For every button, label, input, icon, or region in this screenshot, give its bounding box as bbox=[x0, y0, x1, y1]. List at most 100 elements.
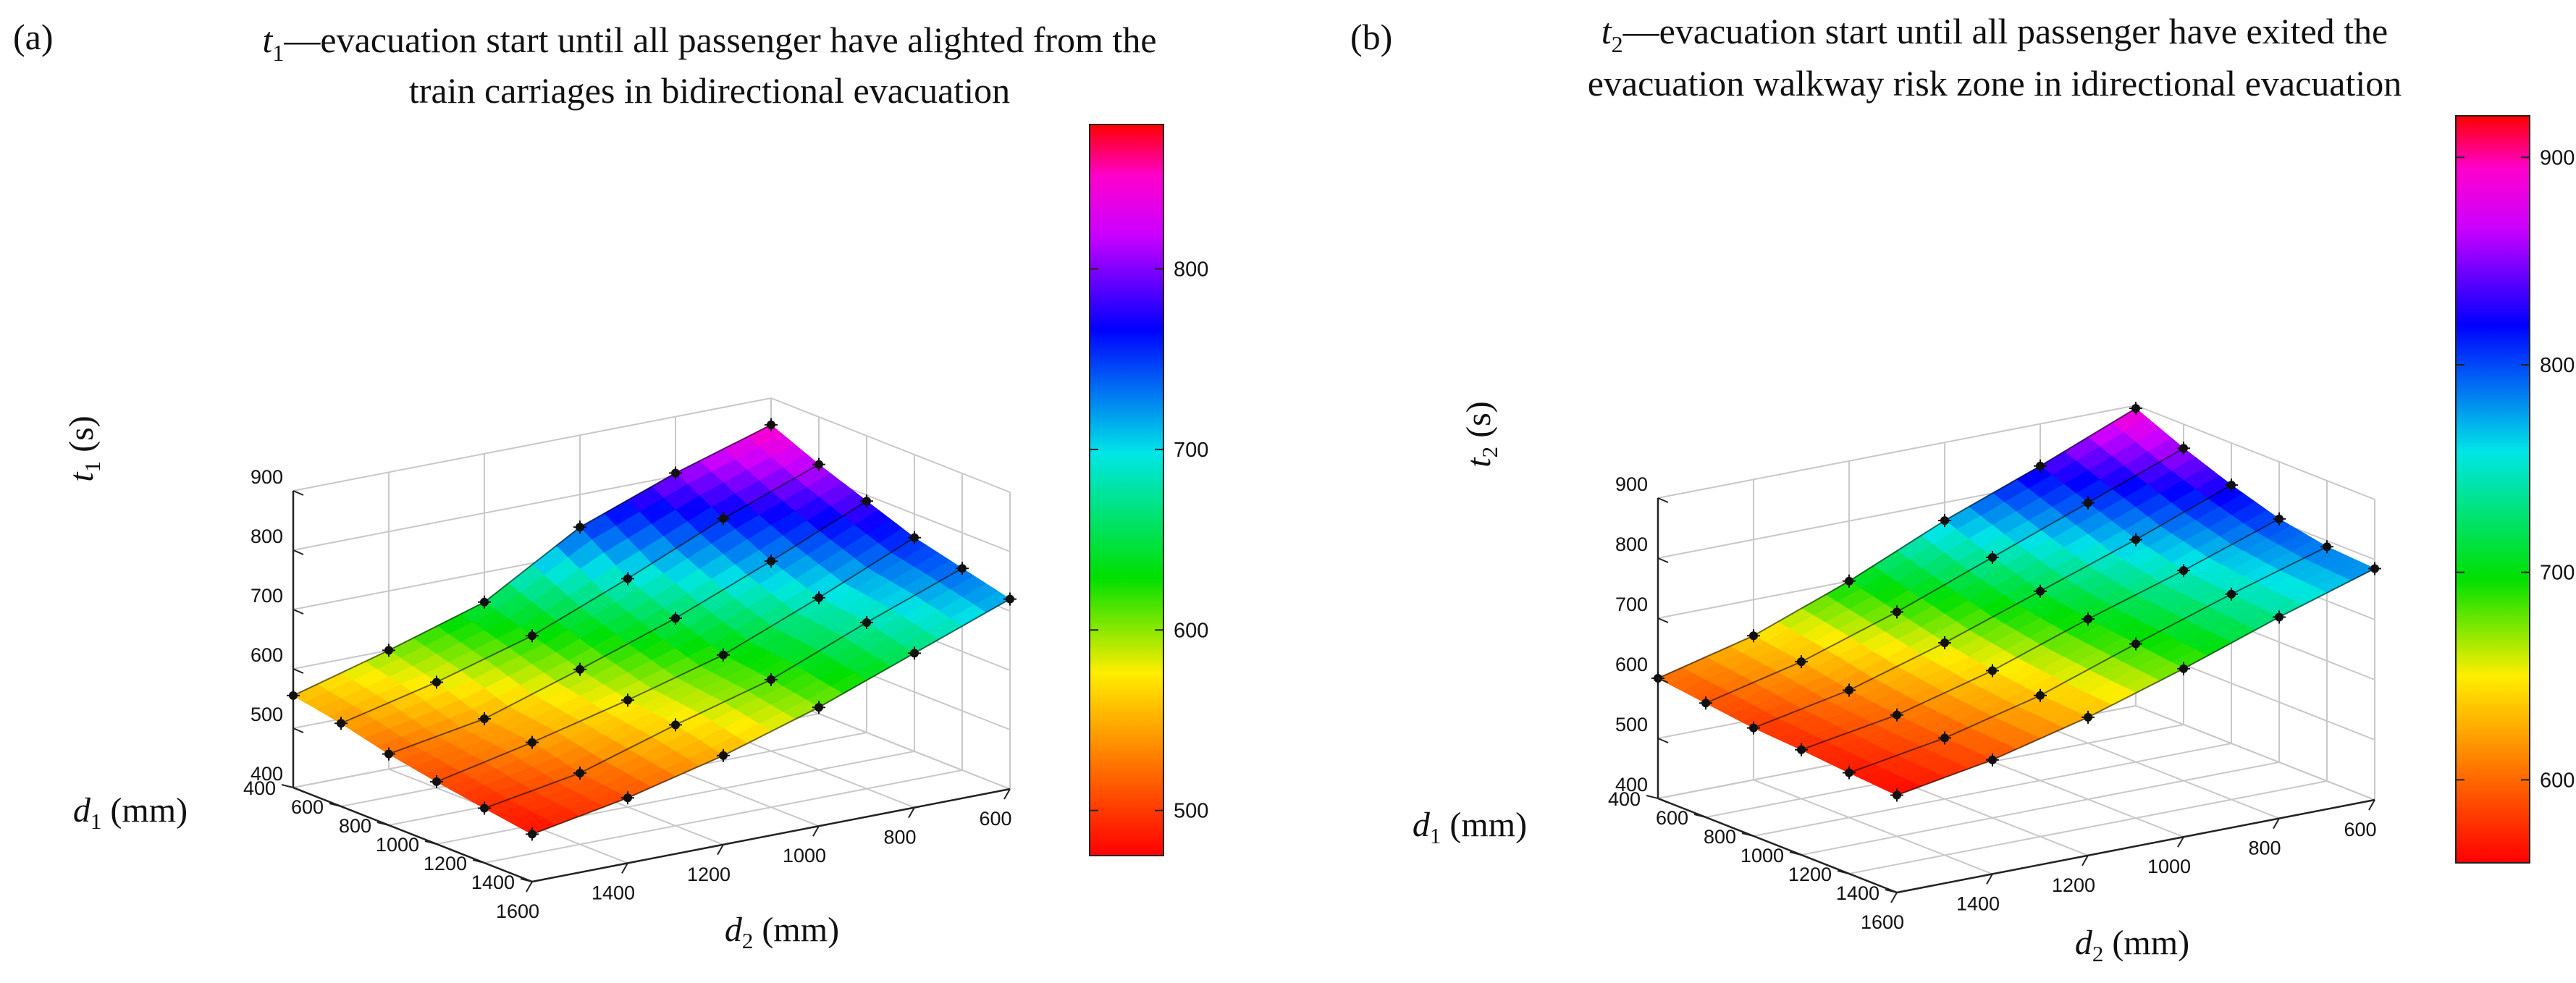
z-tick-label: 600 bbox=[1615, 654, 1648, 675]
y-tick-mark bbox=[424, 840, 437, 845]
wall-grid-line bbox=[2135, 405, 2375, 500]
data-point-star bbox=[621, 791, 634, 805]
data-point-star bbox=[669, 718, 682, 732]
data-point-star bbox=[717, 512, 730, 526]
y-tick-label: 400 bbox=[243, 777, 276, 799]
axis-ticks: 4005006007008009006008001000120014001600… bbox=[1608, 473, 2377, 933]
panel-label: (b) bbox=[1350, 17, 1392, 57]
floor-grid-line bbox=[1848, 780, 2328, 874]
x-tick-mark bbox=[1890, 892, 1898, 903]
data-point-star bbox=[669, 466, 682, 480]
chart-title-line1: t1—evacuation start until all passenger … bbox=[262, 20, 1156, 66]
data-point-star bbox=[430, 775, 443, 788]
data-point-star bbox=[621, 572, 634, 586]
y-tick-mark bbox=[520, 878, 533, 882]
series-line bbox=[531, 598, 1011, 835]
title-sub: 1 bbox=[272, 40, 284, 66]
floor-grid-line bbox=[1753, 743, 2232, 837]
data-point-star bbox=[860, 494, 873, 508]
y-tick-mark bbox=[1693, 814, 1706, 818]
y-tick-mark bbox=[1789, 851, 1802, 856]
x-tick-label: 1600 bbox=[1861, 911, 1904, 933]
y-tick-label: 800 bbox=[1704, 826, 1736, 848]
y-axis-label: d1 (mm) bbox=[1413, 806, 1527, 848]
data-point-star bbox=[2273, 512, 2286, 526]
data-point-star bbox=[908, 646, 921, 660]
data-markers bbox=[287, 418, 1016, 841]
data-point-star bbox=[1938, 514, 1951, 528]
y-tick-mark bbox=[1646, 795, 1659, 799]
series-line bbox=[484, 568, 963, 809]
series-line bbox=[1801, 518, 2280, 751]
series-line bbox=[340, 463, 820, 725]
z-tick-mark bbox=[292, 490, 304, 496]
data-point-star bbox=[1843, 683, 1856, 697]
data-point-star bbox=[1795, 743, 1808, 756]
data-point-star bbox=[478, 595, 491, 609]
x-axis-label: d2 (mm) bbox=[2075, 924, 2189, 966]
x-tick-mark bbox=[621, 862, 628, 874]
title-var: t bbox=[262, 20, 273, 60]
title-text: —evacuation start until all passenger ha… bbox=[1622, 11, 2388, 51]
data-point-star bbox=[1890, 708, 1903, 722]
data-point-star bbox=[812, 701, 825, 714]
z-tick-label: 600 bbox=[251, 644, 283, 666]
y-tick-label: 1200 bbox=[1788, 864, 1832, 885]
axis-line bbox=[531, 788, 1011, 883]
z-tick-label: 700 bbox=[251, 585, 283, 607]
z-tick-label: 700 bbox=[1615, 594, 1648, 615]
z-tick-mark bbox=[1657, 617, 1669, 623]
y-tick-mark bbox=[329, 803, 342, 807]
x-axis-label: d2 (mm) bbox=[725, 911, 839, 953]
z-tick-label: 400 bbox=[251, 763, 283, 785]
z-tick-label: 500 bbox=[1615, 714, 1648, 735]
y-tick-label: 600 bbox=[1656, 807, 1688, 829]
data-point-star bbox=[526, 629, 539, 643]
z-tick-label: 800 bbox=[1615, 533, 1648, 555]
series-line bbox=[1848, 546, 2328, 774]
z-tick-mark bbox=[1657, 678, 1669, 683]
colorbar-ticks: 600 700 800 900 bbox=[2456, 146, 2575, 792]
z-tick-mark bbox=[292, 787, 304, 793]
data-point-star bbox=[526, 827, 539, 841]
x-tick-mark bbox=[1003, 788, 1011, 800]
wall-grid-line bbox=[1657, 405, 2137, 499]
data-point-star bbox=[1890, 788, 1903, 802]
z-tick-mark bbox=[292, 668, 304, 674]
x-tick-mark bbox=[1986, 873, 1993, 885]
data-point-star bbox=[2273, 610, 2286, 624]
z-tick-label: 500 bbox=[251, 704, 283, 725]
data-point-star bbox=[573, 662, 586, 676]
colorbar bbox=[2455, 115, 2530, 864]
data-point-star bbox=[478, 712, 491, 726]
y-tick-mark bbox=[376, 822, 390, 826]
series-line bbox=[436, 536, 915, 782]
series-line bbox=[1896, 568, 2375, 796]
x-tick-mark bbox=[2368, 799, 2375, 811]
data-point-star bbox=[717, 648, 730, 662]
data-point-star bbox=[382, 747, 395, 761]
data-point-star bbox=[2177, 564, 2190, 578]
surface bbox=[1657, 408, 2376, 796]
panel-b: (b) t2—evacuation start until all passen… bbox=[1350, 11, 2575, 966]
panel-label: (a) bbox=[13, 17, 54, 57]
colorbar-tick-label: 800 bbox=[1174, 258, 1208, 282]
z-axis-label: t1 (s) bbox=[62, 415, 105, 482]
z-axis-label: t2 (s) bbox=[1460, 401, 1502, 468]
z-tick-label: 900 bbox=[251, 466, 283, 488]
x-tick-label: 800 bbox=[883, 827, 916, 848]
data-point-star bbox=[765, 554, 778, 568]
x-tick-mark bbox=[2177, 836, 2184, 848]
colorbar-tick-label: 900 bbox=[2540, 146, 2575, 169]
y-tick-mark bbox=[1837, 870, 1850, 874]
colorbar-tick-label: 600 bbox=[1174, 619, 1208, 642]
title-var: t bbox=[1601, 11, 1612, 51]
data-point-star bbox=[2034, 584, 2047, 598]
floor-grid-line bbox=[1753, 779, 1993, 875]
data-point-star bbox=[765, 672, 778, 686]
x-tick-label: 1400 bbox=[592, 882, 635, 903]
y-tick-label: 1400 bbox=[471, 872, 515, 893]
data-point-star bbox=[1795, 655, 1808, 669]
data-point-star bbox=[956, 562, 969, 575]
series-line bbox=[1753, 484, 2232, 729]
